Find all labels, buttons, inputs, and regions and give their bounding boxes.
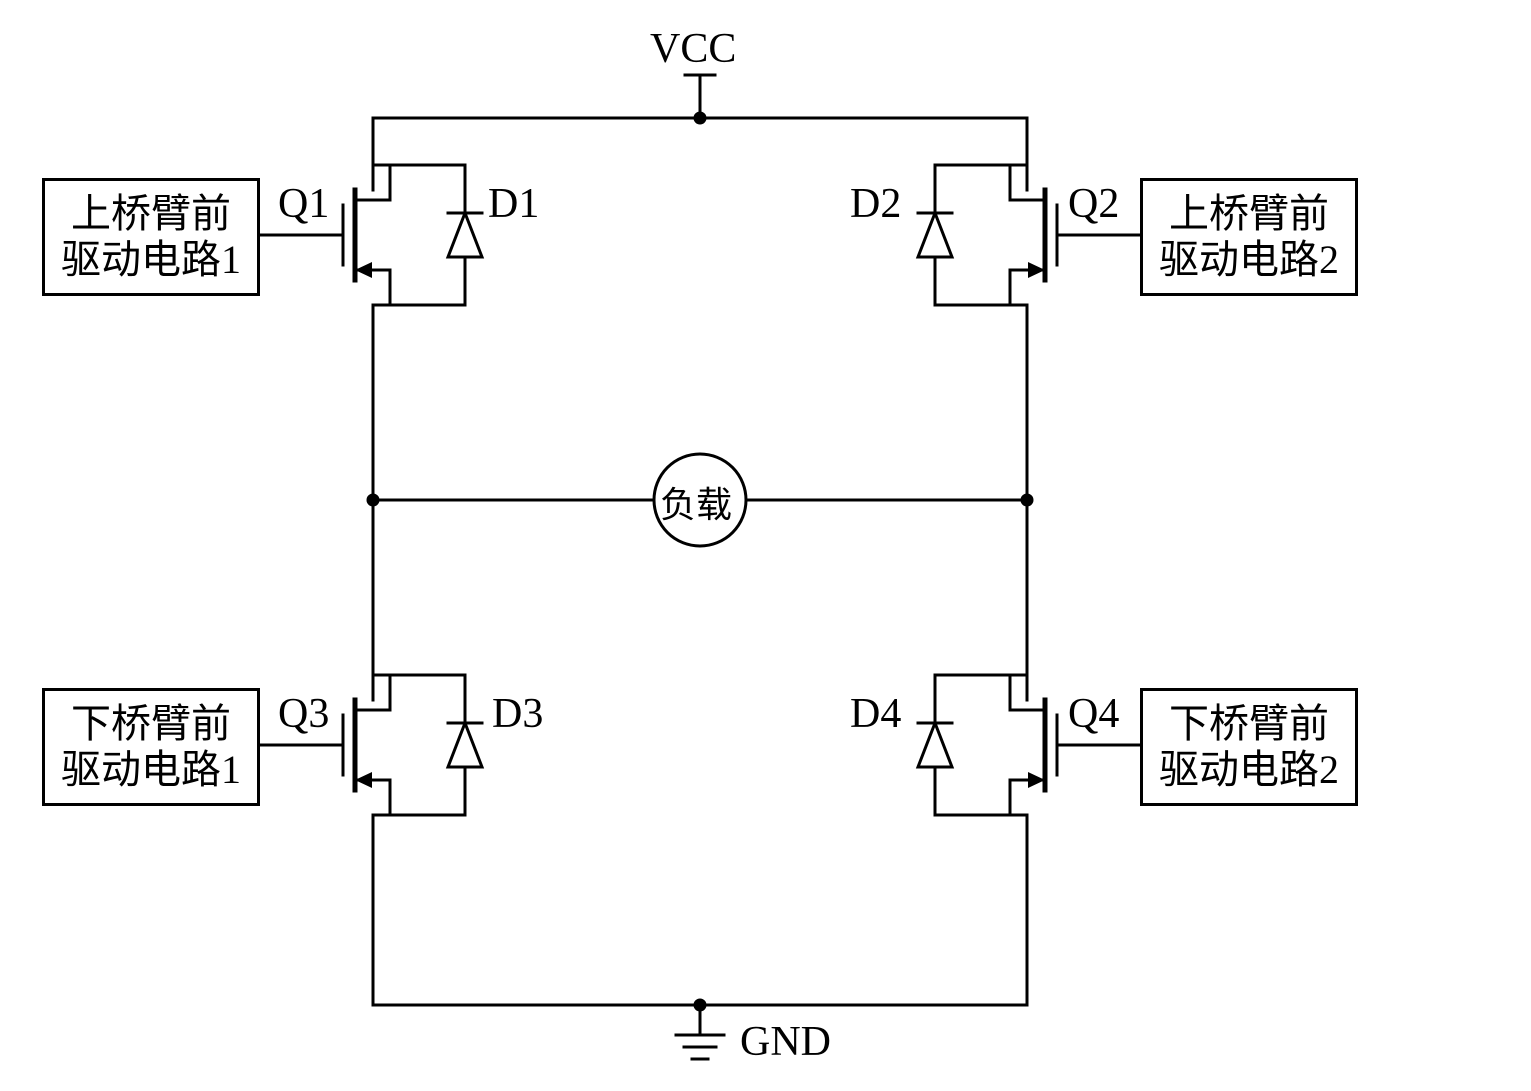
driver-ll-line1: 下桥臂前	[71, 701, 231, 747]
q1-label: Q1	[278, 180, 329, 228]
d3-label: D3	[492, 690, 543, 738]
circuit-diagram: 上桥臂前 驱动电路1 上桥臂前 驱动电路2 下桥臂前 驱动电路1 下桥臂前 驱动…	[0, 0, 1531, 1091]
d1-label: D1	[488, 180, 539, 228]
driver-box-lower-left: 下桥臂前 驱动电路1	[42, 688, 260, 806]
driver-lr-line2: 驱动电路2	[1159, 747, 1339, 793]
q4-label: Q4	[1068, 690, 1119, 738]
schematic-svg	[0, 0, 1531, 1091]
driver-ul-line2: 驱动电路1	[61, 237, 241, 283]
driver-ur-line2: 驱动电路2	[1159, 237, 1339, 283]
vcc-label: VCC	[650, 25, 736, 73]
driver-lr-line1: 下桥臂前	[1169, 701, 1329, 747]
driver-ll-line2: 驱动电路1	[61, 747, 241, 793]
driver-ur-line1: 上桥臂前	[1169, 191, 1329, 237]
driver-ul-line1: 上桥臂前	[71, 191, 231, 237]
q2-label: Q2	[1068, 180, 1119, 228]
d2-label: D2	[850, 180, 901, 228]
driver-box-upper-right: 上桥臂前 驱动电路2	[1140, 178, 1358, 296]
driver-box-upper-left: 上桥臂前 驱动电路1	[42, 178, 260, 296]
d4-label: D4	[850, 690, 901, 738]
load-label: 负载	[660, 476, 732, 528]
driver-box-lower-right: 下桥臂前 驱动电路2	[1140, 688, 1358, 806]
q3-label: Q3	[278, 690, 329, 738]
gnd-label: GND	[740, 1018, 831, 1066]
